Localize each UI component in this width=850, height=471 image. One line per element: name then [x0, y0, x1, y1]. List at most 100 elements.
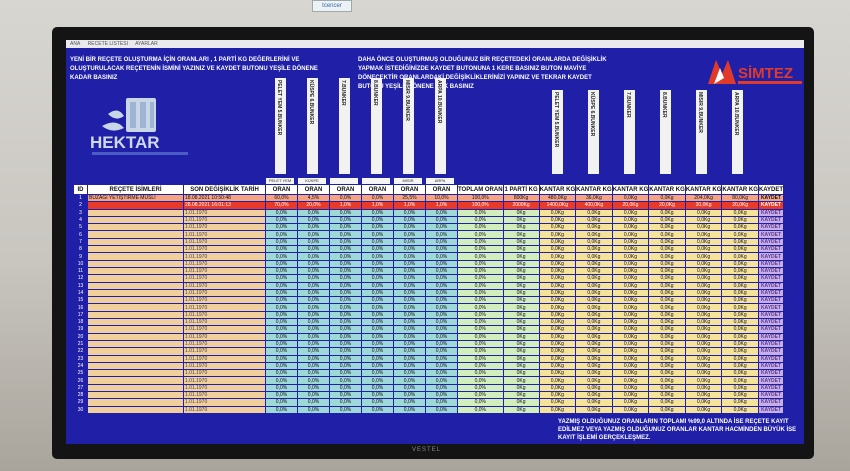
rate-input[interactable]: 0,0%	[361, 390, 394, 400]
rate-input[interactable]: 0,0%	[361, 303, 394, 312]
rate-input[interactable]: 0,0%	[297, 405, 330, 414]
rate-input[interactable]: 0,0%	[297, 208, 330, 217]
rate-input[interactable]: 0,0%	[265, 288, 298, 298]
save-button[interactable]: KAYDET	[757, 405, 785, 414]
rate-input[interactable]: 0,0%	[361, 339, 394, 349]
recipe-name-input[interactable]	[87, 237, 184, 247]
rate-input[interactable]: 10,0%	[425, 193, 458, 203]
rate-input[interactable]: 0,0%	[361, 354, 394, 363]
rate-input[interactable]: 0,0%	[425, 332, 458, 341]
batch-kg-input[interactable]: 0Kg	[502, 318, 540, 327]
rate-input[interactable]: 0,0%	[393, 332, 426, 341]
recipe-name-input[interactable]	[87, 252, 184, 261]
recipe-name-input[interactable]	[87, 376, 184, 385]
rate-input[interactable]: 0,0%	[297, 310, 330, 320]
rate-input[interactable]: 0,0%	[297, 281, 330, 290]
rate-input[interactable]: 0,0%	[265, 215, 298, 225]
rate-input[interactable]: 0,0%	[297, 288, 330, 298]
rate-input[interactable]: 0,0%	[329, 288, 362, 298]
rate-input[interactable]: 0,0%	[393, 376, 426, 385]
recipe-name-input[interactable]	[87, 259, 184, 268]
rate-input[interactable]: 0,0%	[361, 318, 394, 327]
rate-input[interactable]: 0,0%	[265, 405, 298, 414]
recipe-name-input[interactable]	[87, 303, 184, 312]
batch-kg-input[interactable]: 0Kg	[502, 369, 540, 378]
recipe-name-input[interactable]	[87, 390, 184, 400]
rate-input[interactable]: 0,0%	[265, 230, 298, 239]
save-button[interactable]: KAYDET	[757, 339, 785, 349]
rate-input[interactable]: 0,0%	[329, 361, 362, 371]
rate-input[interactable]: 0,0%	[329, 296, 362, 305]
rate-input[interactable]: 0,0%	[329, 252, 362, 261]
rate-input[interactable]: 0,0%	[361, 361, 394, 371]
save-button[interactable]: KAYDET	[757, 230, 785, 239]
batch-kg-input[interactable]: 0Kg	[502, 354, 540, 363]
save-button[interactable]: KAYDET	[757, 296, 785, 305]
rate-input[interactable]: 1,0%	[393, 201, 426, 210]
rate-input[interactable]: 0,0%	[297, 347, 330, 356]
rate-input[interactable]: 0,0%	[329, 369, 362, 378]
rate-input[interactable]: 0,0%	[393, 288, 426, 298]
save-button[interactable]: KAYDET	[757, 390, 785, 400]
rate-input[interactable]: 1,0%	[329, 201, 362, 210]
rate-input[interactable]: 0,0%	[329, 405, 362, 414]
batch-kg-input[interactable]: 2000Kg	[502, 201, 540, 210]
rate-input[interactable]: 0,0%	[425, 369, 458, 378]
rate-input[interactable]: 0,0%	[297, 390, 330, 400]
save-button[interactable]: KAYDET	[757, 266, 785, 276]
rate-input[interactable]: 0,0%	[393, 339, 426, 349]
recipe-name-input[interactable]	[87, 369, 184, 378]
rate-input[interactable]: 0,0%	[265, 237, 298, 247]
save-button[interactable]: KAYDET	[757, 369, 785, 378]
save-button[interactable]: KAYDET	[757, 281, 785, 290]
recipe-name-input[interactable]	[87, 274, 184, 283]
recipe-name-input[interactable]	[87, 398, 184, 407]
recipe-name-input[interactable]: BUZAĞI YETİŞTİRME MÜSLİ	[87, 193, 184, 203]
rate-input[interactable]: 0,0%	[297, 245, 330, 254]
rate-input[interactable]: 0,0%	[329, 215, 362, 225]
rate-input[interactable]: 0,0%	[265, 310, 298, 320]
rate-input[interactable]: 0,0%	[393, 405, 426, 414]
rate-input[interactable]: 0,0%	[393, 281, 426, 290]
rate-input[interactable]: 0,0%	[329, 208, 362, 217]
recipe-name-input[interactable]	[87, 383, 184, 393]
rate-input[interactable]: 0,0%	[361, 332, 394, 341]
recipe-name-input[interactable]	[87, 245, 184, 254]
rate-input[interactable]: 0,0%	[393, 296, 426, 305]
rate-input[interactable]: 0,0%	[329, 259, 362, 268]
rate-input[interactable]: 0,0%	[297, 215, 330, 225]
rate-input[interactable]: 0,0%	[393, 390, 426, 400]
menu-item-main[interactable]: ANA	[70, 41, 81, 47]
rate-input[interactable]: 0,0%	[361, 237, 394, 247]
rate-input[interactable]: 0,0%	[329, 237, 362, 247]
recipe-name-input[interactable]	[87, 325, 184, 334]
rate-input[interactable]: 0,0%	[329, 354, 362, 363]
save-button[interactable]: KAYDET	[757, 325, 785, 334]
rate-input[interactable]: 0,0%	[329, 266, 362, 276]
rate-input[interactable]: 0,0%	[425, 347, 458, 356]
rate-input[interactable]: 0,0%	[265, 281, 298, 290]
menu-item-settings[interactable]: AYARLAR	[135, 41, 158, 47]
rate-input[interactable]: 0,0%	[329, 339, 362, 349]
rate-input[interactable]: 1,0%	[361, 201, 394, 210]
batch-kg-input[interactable]: 0Kg	[502, 398, 540, 407]
batch-kg-input[interactable]: 0Kg	[502, 310, 540, 320]
rate-input[interactable]: 0,0%	[361, 325, 394, 334]
rate-input[interactable]: 60,0%	[265, 193, 298, 203]
rate-input[interactable]: 0,0%	[393, 252, 426, 261]
rate-input[interactable]: 0,0%	[361, 259, 394, 268]
rate-input[interactable]: 0,0%	[265, 303, 298, 312]
rate-input[interactable]: 0,0%	[425, 245, 458, 254]
save-button[interactable]: KAYDET	[757, 303, 785, 312]
rate-input[interactable]: 0,0%	[425, 252, 458, 261]
batch-kg-input[interactable]: 0Kg	[502, 259, 540, 268]
rate-input[interactable]: 0,0%	[329, 318, 362, 327]
rate-input[interactable]: 0,0%	[361, 274, 394, 283]
rate-input[interactable]: 0,0%	[265, 259, 298, 268]
save-button[interactable]: KAYDET	[757, 354, 785, 363]
rate-input[interactable]: 0,0%	[393, 354, 426, 363]
batch-kg-input[interactable]: 0Kg	[502, 383, 540, 393]
rate-input[interactable]: 1,0%	[425, 201, 458, 210]
rate-input[interactable]: 0,0%	[265, 398, 298, 407]
rate-input[interactable]: 0,0%	[425, 296, 458, 305]
